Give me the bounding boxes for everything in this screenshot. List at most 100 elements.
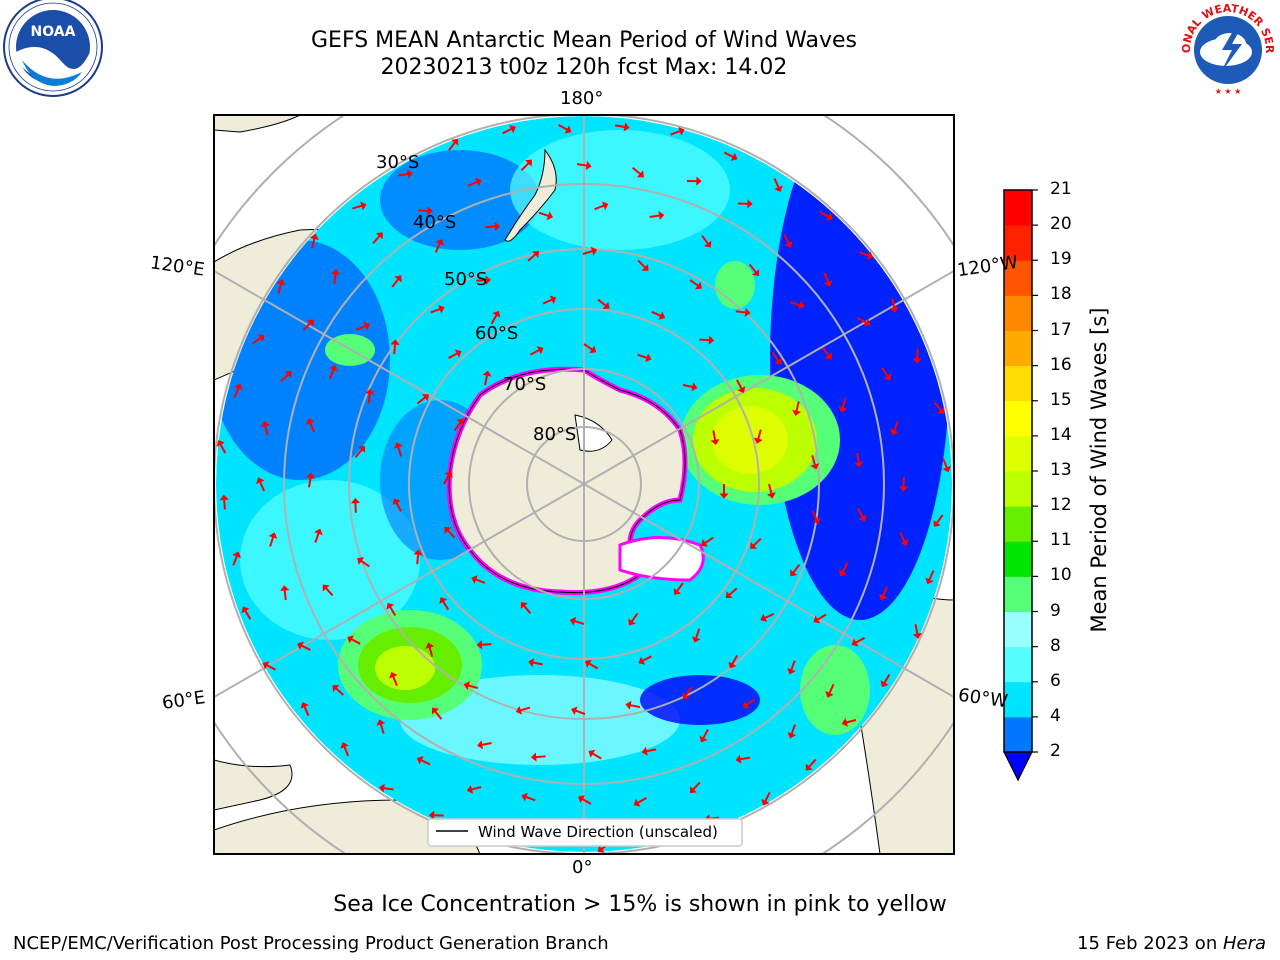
colorbar	[1003, 189, 1038, 782]
wave-arrow-head	[824, 352, 833, 360]
wave-arrow-head	[789, 569, 798, 577]
wave-arrow-head	[658, 211, 665, 221]
wave-arrow	[773, 178, 780, 189]
wave-arrow	[629, 704, 641, 709]
colorbar-segment	[1004, 225, 1032, 261]
wave-arrow-head	[406, 169, 413, 179]
wave-arrow-head	[682, 692, 690, 700]
wave-arrow	[398, 172, 409, 177]
colorbar-tick-label: 20	[1050, 214, 1072, 235]
colorbar-segment	[1004, 471, 1032, 507]
wave-arrow-head	[347, 635, 354, 644]
wave-arrow	[527, 253, 537, 262]
wave-arrow-head	[390, 339, 400, 346]
colorbar-tick-label: 12	[1050, 495, 1072, 516]
wave-arrow	[529, 349, 540, 356]
wave-arrow	[735, 310, 746, 314]
wave-arrow	[933, 402, 942, 411]
wave-arrow-head	[810, 463, 820, 470]
wave-arrow	[471, 786, 482, 791]
wave-arrow	[490, 314, 498, 325]
wave-arrow	[736, 379, 743, 390]
wave-arrow	[771, 351, 780, 362]
wave-arrow	[333, 273, 337, 284]
colorbar-segment	[1004, 260, 1032, 296]
wave-arrow	[899, 532, 906, 543]
wave-arrow	[649, 214, 660, 218]
wave-arrow	[808, 758, 817, 768]
sea-ice-note: Sea Ice Concentration > 15% is shown in …	[333, 892, 947, 917]
wave-arrow	[269, 536, 275, 547]
wave-arrow	[280, 373, 289, 382]
colorbar-label: Mean Period of Wind Waves [s]	[1087, 308, 1111, 633]
wave-arrow-head	[234, 383, 243, 391]
wave-arrow-head	[751, 269, 760, 277]
wave-arrow-head	[889, 306, 899, 313]
wave-arrow-head	[701, 538, 708, 547]
wave-arrow	[792, 564, 801, 574]
colorbar-tick-label: 15	[1050, 389, 1072, 410]
wave-arrow	[651, 310, 662, 317]
wave-arrow-head	[439, 597, 448, 605]
wave-arrow-head	[694, 281, 702, 290]
wave-arrow-head	[475, 177, 482, 187]
colorbar-tick-label: 2	[1050, 741, 1061, 761]
wave-arrow	[352, 204, 363, 210]
lat-label-30s: 30°S	[376, 152, 420, 173]
wave-arrow	[468, 684, 479, 690]
wave-arrow	[795, 401, 800, 412]
colorbar-tick-label: 10	[1050, 565, 1072, 586]
wave-arrow	[712, 430, 717, 441]
wave-arrow	[746, 698, 756, 706]
wave-arrow-head	[358, 445, 366, 453]
wave-arrow	[379, 723, 385, 734]
wave-arrow-head	[454, 349, 462, 358]
wave-arrow-head	[787, 732, 797, 739]
wave-arrow-head	[257, 334, 265, 342]
wave-arrow-head	[471, 575, 478, 584]
wave-arrow	[574, 620, 585, 625]
wave-arrow-head	[673, 587, 682, 595]
wave-arrow-head	[532, 251, 540, 259]
wave-arrow	[502, 127, 513, 135]
wave-arrow	[309, 422, 315, 433]
wave-arrow-head	[933, 519, 941, 527]
wave-arrow-head	[925, 577, 934, 585]
wave-arrow-head	[314, 528, 323, 536]
wave-arrow	[790, 724, 796, 735]
wave-arrow-head	[360, 201, 367, 211]
wave-arrow-head	[719, 493, 729, 499]
map-title: GEFS MEAN Antarctic Mean Period of Wind …	[311, 28, 857, 53]
wave-arrow	[481, 742, 492, 746]
wave-arrow	[277, 283, 283, 294]
wave-arrow-head	[590, 246, 598, 256]
wave-arrow	[857, 317, 867, 324]
wave-arrow-head	[641, 746, 648, 756]
wave-arrow-head	[883, 373, 892, 381]
wave-arrow	[816, 613, 827, 621]
wave-arrow	[646, 748, 657, 753]
wave-arrow-head	[678, 126, 685, 136]
wave-arrow-head	[392, 498, 401, 506]
wave-arrow-head	[376, 719, 386, 726]
colorbar-tick-label: 21	[1050, 179, 1072, 199]
wave-arrow-head	[509, 124, 516, 134]
wave-arrow-head	[851, 638, 859, 647]
wave-arrow	[430, 308, 441, 314]
wave-arrow	[728, 587, 738, 596]
colorbar-segment	[1004, 190, 1032, 226]
colorbar-segment	[1004, 681, 1032, 718]
wave-arrow-head	[375, 232, 383, 240]
legend-text: Wind Wave Direction (unscaled)	[478, 823, 718, 841]
sea-ice-weddell	[618, 536, 705, 582]
wave-arrow-head	[753, 437, 763, 444]
wave-arrow	[764, 612, 775, 619]
wave-arrow	[360, 559, 370, 568]
wave-arrow	[383, 787, 394, 791]
wave-arrow	[768, 483, 773, 495]
land-madagascar	[214, 759, 293, 811]
wave-arrow	[701, 235, 709, 245]
wave-arrow-head	[297, 641, 304, 650]
wave-arrow-head	[394, 275, 402, 283]
lon-label-180: 180°	[560, 88, 604, 109]
